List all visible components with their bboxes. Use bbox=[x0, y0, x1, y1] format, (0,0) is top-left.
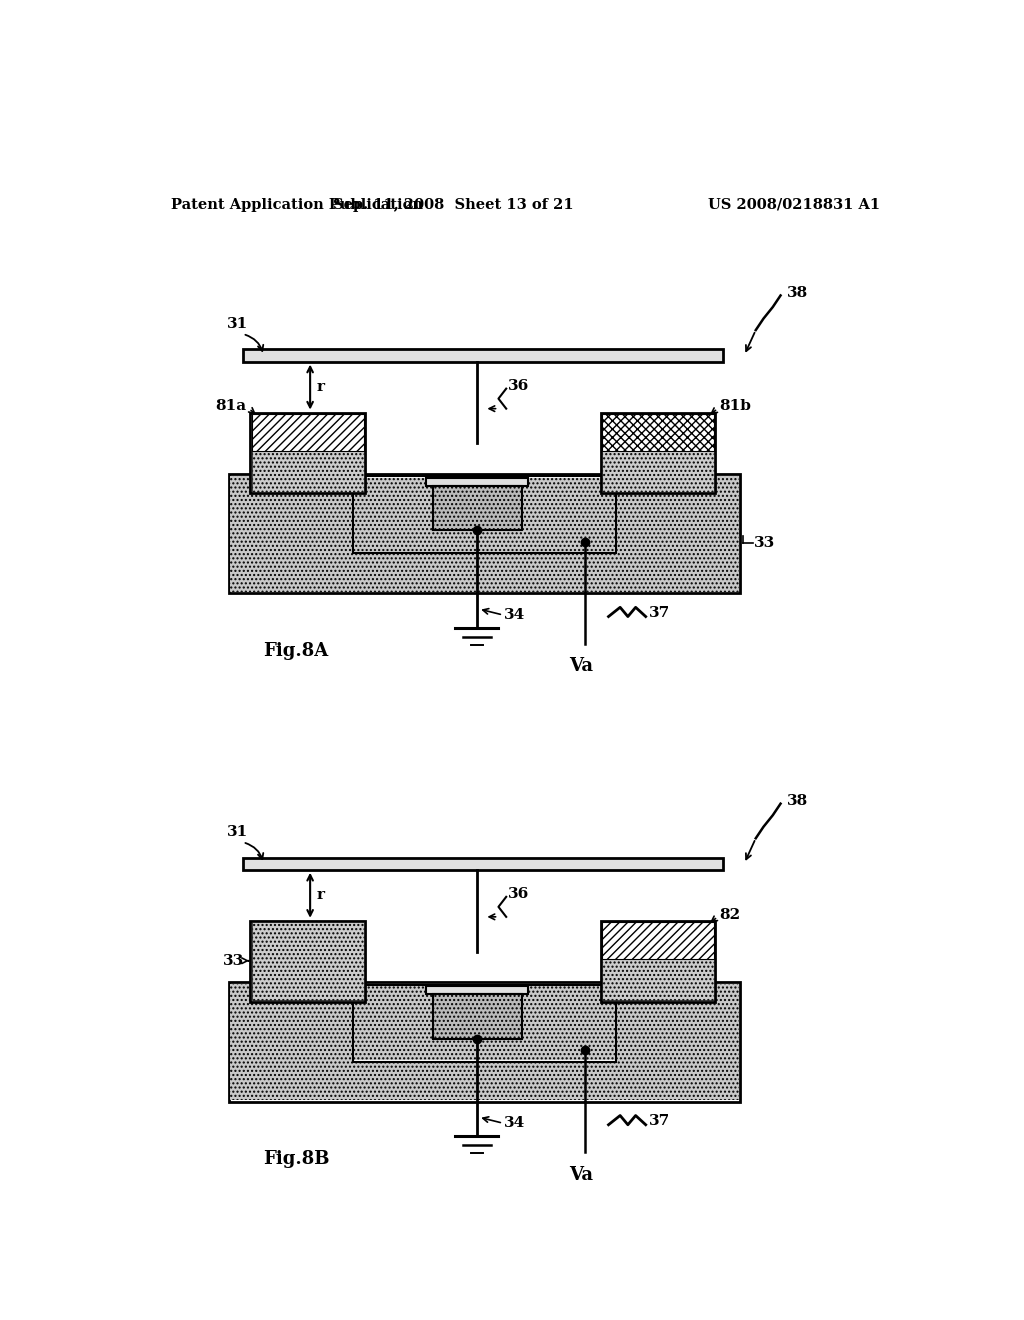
Bar bbox=[252, 451, 364, 492]
Bar bbox=[352, 985, 616, 1061]
Bar bbox=[426, 478, 528, 486]
Bar bbox=[426, 986, 528, 994]
Text: 81a: 81a bbox=[215, 400, 247, 413]
Text: 34: 34 bbox=[504, 609, 525, 622]
Text: Sep. 11, 2008  Sheet 13 of 21: Sep. 11, 2008 Sheet 13 of 21 bbox=[333, 198, 573, 211]
Bar bbox=[228, 474, 740, 594]
Bar bbox=[432, 486, 521, 531]
Text: 37: 37 bbox=[649, 606, 670, 619]
Bar bbox=[432, 994, 521, 1039]
Bar bbox=[602, 923, 714, 960]
Text: 34: 34 bbox=[504, 1117, 525, 1130]
Bar bbox=[352, 477, 616, 553]
Bar bbox=[354, 478, 614, 552]
Text: US 2008/0218831 A1: US 2008/0218831 A1 bbox=[708, 198, 880, 211]
Bar bbox=[228, 982, 740, 1102]
Bar bbox=[243, 350, 723, 362]
Text: 31: 31 bbox=[227, 825, 249, 840]
Text: Fig.8B: Fig.8B bbox=[263, 1151, 330, 1168]
Text: 81b: 81b bbox=[719, 400, 752, 413]
Text: 33: 33 bbox=[755, 536, 775, 550]
Text: 36: 36 bbox=[508, 379, 529, 392]
Bar bbox=[602, 451, 714, 492]
Text: 36: 36 bbox=[508, 887, 529, 900]
Text: r: r bbox=[316, 888, 325, 903]
Bar bbox=[230, 983, 738, 1100]
Text: Fig.8A: Fig.8A bbox=[263, 643, 329, 660]
Bar bbox=[601, 412, 716, 494]
Text: Va: Va bbox=[569, 657, 593, 676]
Text: 82: 82 bbox=[719, 908, 740, 921]
Bar bbox=[251, 921, 366, 1002]
Text: 31: 31 bbox=[227, 317, 249, 331]
Bar bbox=[354, 986, 614, 1060]
Bar bbox=[230, 475, 738, 591]
Bar bbox=[252, 414, 364, 451]
Bar bbox=[602, 960, 714, 1001]
Bar bbox=[251, 412, 366, 494]
Bar bbox=[602, 414, 714, 451]
Text: 38: 38 bbox=[786, 795, 808, 808]
Bar bbox=[601, 921, 716, 1002]
Text: 37: 37 bbox=[649, 1114, 670, 1127]
Bar bbox=[252, 923, 364, 1001]
Text: r: r bbox=[316, 380, 325, 395]
Text: Patent Application Publication: Patent Application Publication bbox=[171, 198, 423, 211]
Text: 33: 33 bbox=[223, 954, 245, 968]
Bar bbox=[243, 858, 723, 870]
Text: 38: 38 bbox=[786, 286, 808, 300]
Text: Va: Va bbox=[569, 1166, 593, 1184]
